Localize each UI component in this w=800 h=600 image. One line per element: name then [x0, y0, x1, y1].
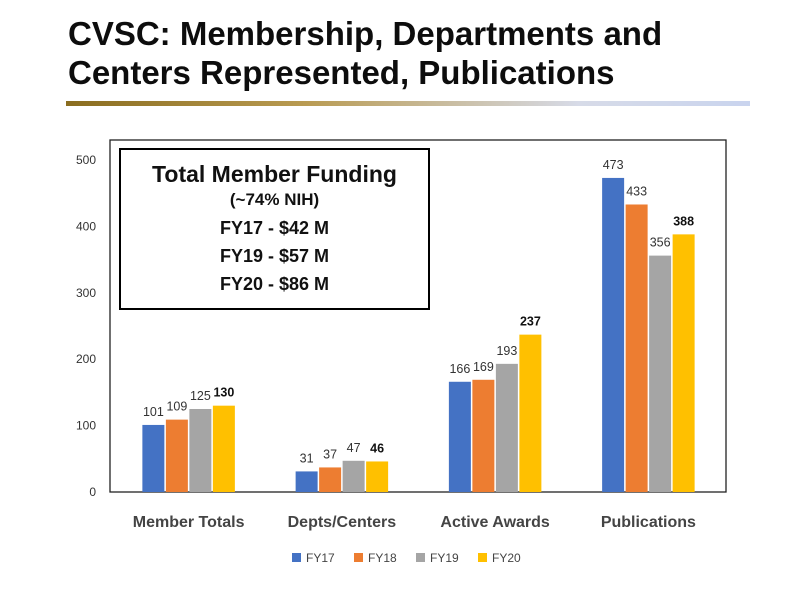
bar-member-totals-fy18 [165, 419, 188, 492]
y-tick-label-0: 0 [89, 485, 96, 499]
data-label-fy18: 109 [166, 400, 187, 414]
bar-member-totals-fy20 [212, 405, 235, 492]
y-tick-label-200: 200 [76, 352, 96, 366]
data-label-fy20: 388 [673, 214, 694, 228]
x-category-label: Depts/Centers [288, 514, 397, 531]
bar-active-awards-fy19 [495, 363, 518, 492]
data-label-fy20: 46 [370, 441, 384, 455]
funding-line-fy17: FY17 - $42 M [219, 218, 330, 238]
legend-swatch-fy17 [292, 553, 301, 562]
legend-label-fy18: FY18 [368, 551, 397, 565]
data-label-fy20: 130 [213, 386, 234, 400]
data-label-fy19: 193 [496, 344, 517, 358]
bar-active-awards-fy17 [448, 381, 471, 492]
bar-active-awards-fy18 [472, 379, 495, 492]
bar-depts-centers-fy17 [295, 471, 318, 492]
legend-label-fy17: FY17 [306, 551, 335, 565]
data-label-fy17: 31 [300, 451, 314, 465]
y-tick-label-400: 400 [76, 219, 96, 233]
bar-publications-fy17 [602, 177, 625, 493]
funding-line-fy19: FY19 - $57 M [219, 246, 330, 266]
bar-depts-centers-fy18 [319, 467, 342, 492]
y-tick-label-100: 100 [76, 419, 96, 433]
plot-area-border [109, 139, 727, 493]
legend-label-fy19: FY19 [430, 551, 459, 565]
data-label-fy18: 37 [323, 447, 337, 461]
data-label-fy20: 237 [520, 315, 541, 329]
data-label-fy17: 166 [449, 362, 470, 376]
bar-member-totals-fy19 [189, 409, 212, 492]
y-tick-label-300: 300 [76, 286, 96, 300]
slide-title: CVSC: Membership, Departments and Center… [68, 14, 768, 92]
y-tick-label-500: 500 [76, 153, 96, 167]
x-category-label: Active Awards [440, 514, 549, 531]
data-label-fy19: 125 [190, 389, 211, 403]
funding-box-subtitle: (~74% NIH) [229, 190, 320, 209]
total-member-funding-box: Total Member Funding (~74% NIH) FY17 - $… [119, 148, 430, 310]
legend-swatch-fy19 [416, 553, 425, 562]
bar-active-awards-fy20 [519, 334, 542, 492]
funding-line-fy20: FY20 - $86 M [219, 274, 330, 294]
bar-depts-centers-fy20 [366, 461, 389, 492]
data-label-fy19: 47 [347, 441, 361, 455]
funding-box-title: Total Member Funding [152, 161, 397, 187]
legend-swatch-fy20 [478, 553, 487, 562]
data-label-fy17: 473 [603, 158, 624, 172]
bar-publications-fy20 [672, 234, 695, 493]
slide-title-line-2: Centers Represented, Publications [68, 54, 615, 91]
legend-label-fy20: FY20 [492, 551, 521, 565]
x-category-label: Member Totals [133, 514, 245, 531]
data-label-fy18: 169 [473, 360, 494, 374]
x-category-label: Publications [601, 514, 696, 531]
legend-swatch-fy18 [354, 553, 363, 562]
data-label-fy18: 433 [626, 184, 647, 198]
data-label-fy17: 101 [143, 405, 164, 419]
bar-member-totals-fy17 [142, 424, 165, 492]
bar-publications-fy19 [649, 255, 672, 492]
bar-depts-centers-fy19 [342, 460, 365, 492]
slide-title-line-1: CVSC: Membership, Departments and [68, 15, 663, 52]
title-underline-rule [66, 101, 750, 106]
bar-publications-fy18 [625, 204, 648, 492]
data-label-fy19: 356 [650, 236, 671, 250]
